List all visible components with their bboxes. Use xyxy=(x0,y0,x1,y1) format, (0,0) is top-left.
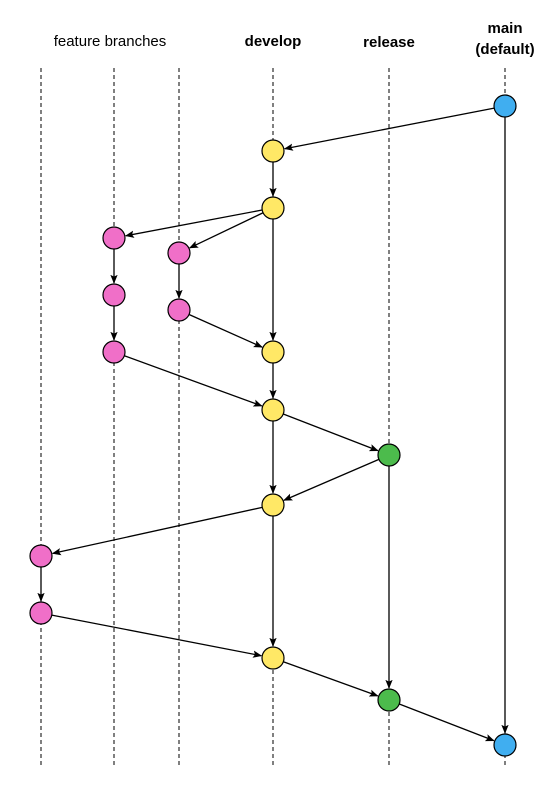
edge-arrow xyxy=(283,413,379,452)
commit-node xyxy=(167,241,191,265)
edge-arrow xyxy=(189,212,264,249)
commit-node xyxy=(493,94,517,118)
commit-node xyxy=(377,443,401,467)
edge-arrow xyxy=(188,313,263,348)
commit-node xyxy=(261,646,285,670)
edge-arrow xyxy=(124,209,263,238)
edge-arrow xyxy=(283,661,379,697)
commit-node xyxy=(102,340,126,364)
edge-arrow xyxy=(51,614,263,658)
commit-node xyxy=(29,601,53,625)
edges xyxy=(37,107,509,742)
commit-node xyxy=(102,283,126,307)
edge-arrow xyxy=(283,107,495,151)
lane-label: (default) xyxy=(475,41,534,58)
commit-node xyxy=(261,139,285,163)
lane-label: develop xyxy=(245,33,302,50)
commit-node xyxy=(261,493,285,517)
commit-node xyxy=(493,733,517,757)
commit-node xyxy=(261,340,285,364)
commit-node xyxy=(102,226,126,250)
edge-arrow xyxy=(283,458,380,501)
edge-arrow xyxy=(399,703,495,742)
edge-arrow xyxy=(124,355,263,407)
lane-label: feature branches xyxy=(54,33,167,50)
lane-label: main xyxy=(487,20,522,37)
edge-arrow xyxy=(51,506,263,556)
commit-node xyxy=(167,298,191,322)
nodes xyxy=(29,94,517,757)
lane-label: release xyxy=(363,34,415,51)
commit-node xyxy=(29,544,53,568)
commit-node xyxy=(377,688,401,712)
commit-node xyxy=(261,398,285,422)
commit-node xyxy=(261,196,285,220)
